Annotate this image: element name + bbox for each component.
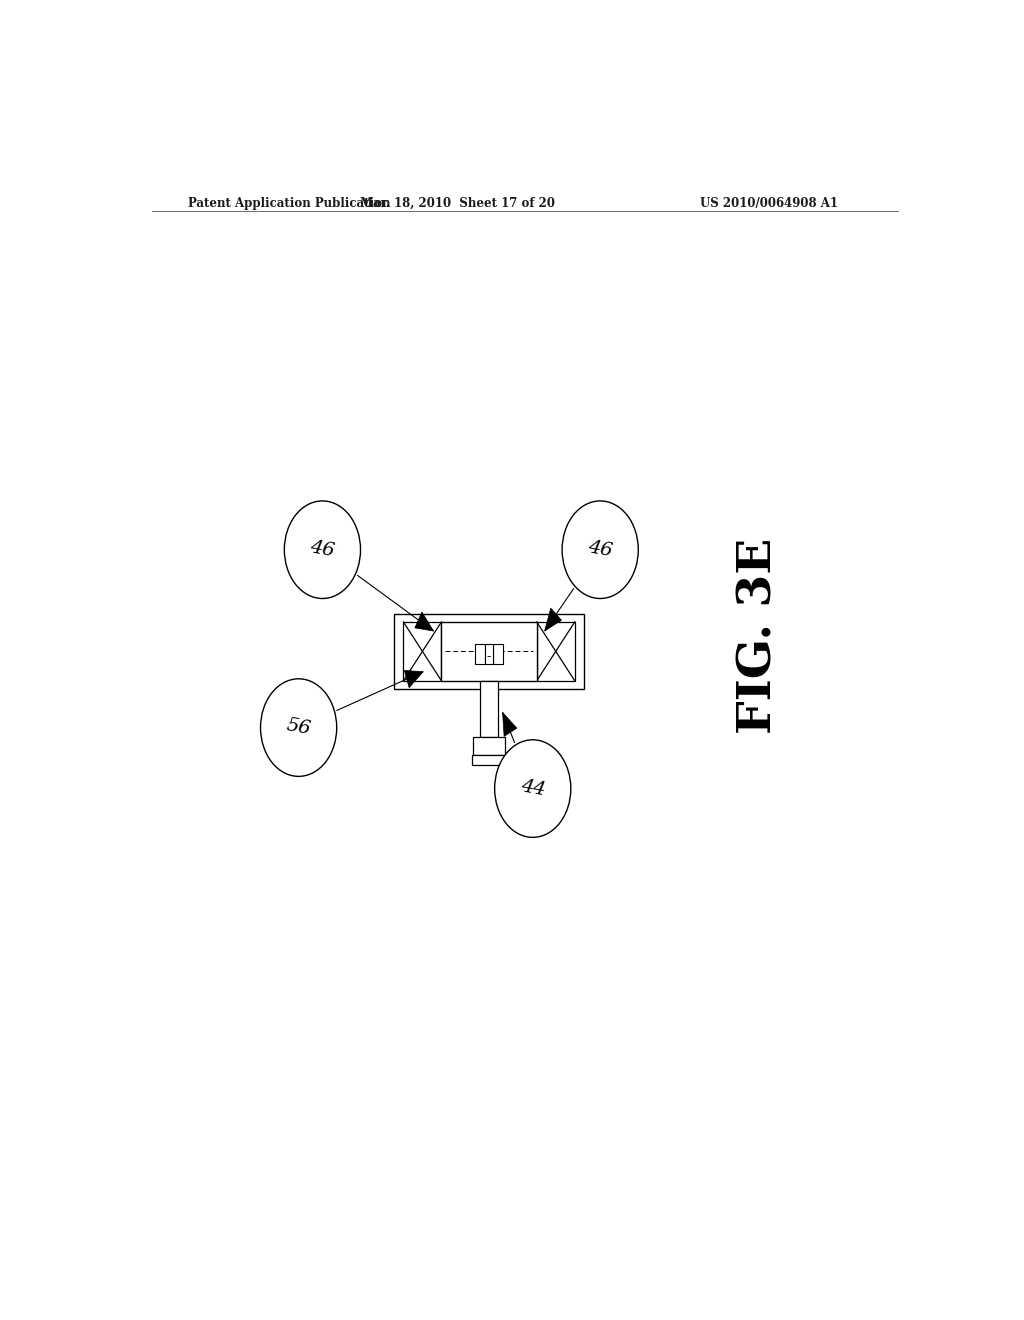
Bar bbox=[403, 622, 441, 681]
Polygon shape bbox=[503, 713, 517, 737]
Text: US 2010/0064908 A1: US 2010/0064908 A1 bbox=[700, 197, 839, 210]
Circle shape bbox=[562, 500, 638, 598]
Bar bbox=[441, 622, 537, 681]
Bar bbox=[494, 644, 503, 664]
Text: 56: 56 bbox=[285, 717, 312, 739]
Bar bbox=[484, 644, 494, 664]
Polygon shape bbox=[404, 671, 423, 688]
Bar bbox=[472, 755, 507, 766]
Polygon shape bbox=[545, 609, 561, 631]
Text: FIG. 3E: FIG. 3E bbox=[736, 539, 782, 734]
Text: Mar. 18, 2010  Sheet 17 of 20: Mar. 18, 2010 Sheet 17 of 20 bbox=[359, 197, 555, 210]
Bar bbox=[480, 681, 498, 737]
Text: Patent Application Publication: Patent Application Publication bbox=[187, 197, 390, 210]
Circle shape bbox=[285, 500, 360, 598]
Bar bbox=[537, 622, 574, 681]
Polygon shape bbox=[415, 612, 433, 631]
Bar bbox=[394, 614, 585, 689]
Text: 46: 46 bbox=[308, 539, 336, 561]
Bar bbox=[475, 644, 484, 664]
Text: 44: 44 bbox=[519, 777, 547, 800]
Bar bbox=[473, 737, 505, 755]
Circle shape bbox=[495, 739, 570, 837]
Text: 46: 46 bbox=[587, 539, 614, 561]
Circle shape bbox=[260, 678, 337, 776]
